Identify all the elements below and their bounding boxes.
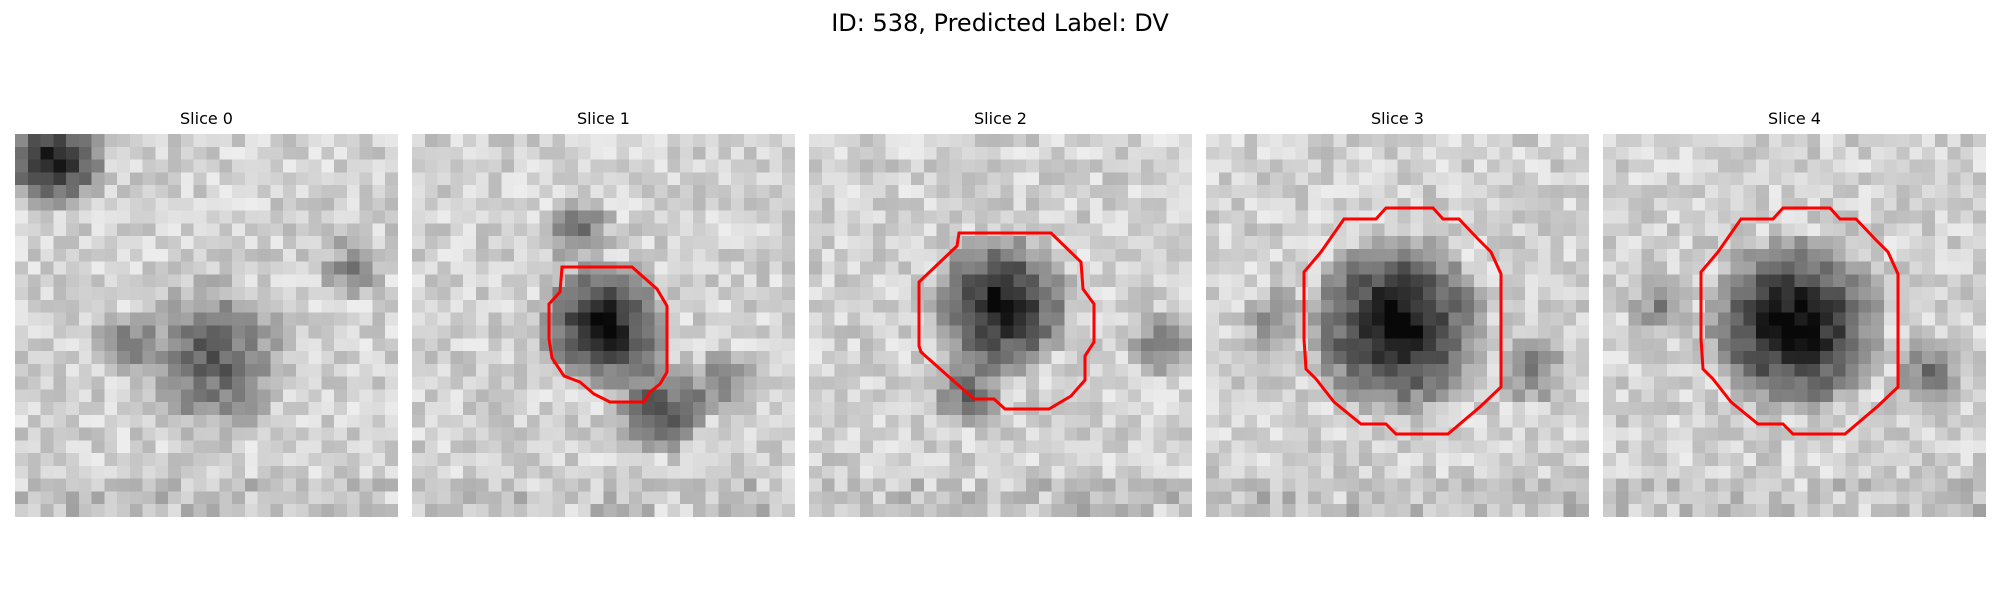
slice-title-4: Slice 4 xyxy=(1768,109,1821,128)
figure-title: ID: 538, Predicted Label: DV xyxy=(831,9,1169,37)
slice-title-2: Slice 2 xyxy=(974,109,1027,128)
slice-image-0 xyxy=(15,134,398,517)
slice-image-3 xyxy=(1206,134,1589,517)
slice-panel-4: Slice 4 xyxy=(1603,108,1986,517)
slice-title-1: Slice 1 xyxy=(577,109,630,128)
slice-panel-3: Slice 3 xyxy=(1206,108,1589,517)
slice-image-2 xyxy=(809,134,1192,517)
slice-image-1 xyxy=(412,134,795,517)
slice-panel-1: Slice 1 xyxy=(412,108,795,517)
slice-title-3: Slice 3 xyxy=(1371,109,1424,128)
slice-title-0: Slice 0 xyxy=(180,109,233,128)
slice-panel-2: Slice 2 xyxy=(809,108,1192,517)
slice-image-4 xyxy=(1603,134,1986,517)
slice-panel-0: Slice 0 xyxy=(15,108,398,517)
